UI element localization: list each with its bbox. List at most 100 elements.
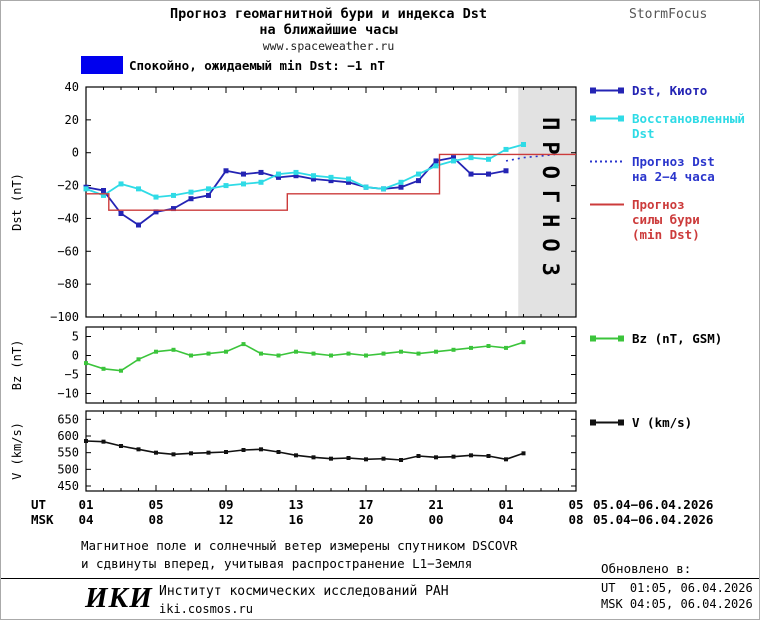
legend-entry: V (km/s): [589, 415, 759, 430]
plot-frame: [85, 326, 577, 404]
series-marker: [171, 206, 176, 212]
bz-legend: Bz (nT, GSM): [589, 331, 759, 346]
series-marker: [206, 192, 211, 198]
footnote-line2: и сдвинуты вперед, учитывая распростране…: [81, 556, 473, 571]
legend-label: V (km/s): [632, 415, 693, 430]
legend-entry: Восстановленный Dst: [589, 111, 759, 141]
series-marker: [469, 453, 473, 458]
y-tick-label: 500: [57, 462, 79, 476]
series-marker: [276, 353, 281, 358]
updated-ut-time: UT 01:05, 06.04.2026: [601, 581, 753, 595]
series-marker: [258, 169, 264, 175]
y-axis-label: Dst (nT): [10, 173, 24, 231]
legend-entry: Bz (nT, GSM): [589, 331, 759, 346]
series-marker: [346, 456, 351, 460]
y-tick-label: −40: [57, 211, 79, 225]
quiet-status-text: Спокойно, ожидаемый min Dst: −1 nT: [129, 58, 385, 73]
y-tick-label: −20: [57, 179, 79, 193]
forecast-band-label: ПРОГНОЗ: [537, 117, 562, 287]
x-tick-label: 04: [78, 512, 94, 527]
series-marker: [486, 344, 491, 348]
series-marker: [451, 454, 456, 459]
x-tick-label: 05: [148, 497, 164, 512]
series-marker: [364, 457, 368, 462]
y-tick-label: 450: [57, 479, 79, 493]
series-v-speed: [84, 439, 526, 462]
series-marker: [153, 209, 159, 215]
y-tick-label: 0: [72, 146, 79, 160]
page-title-line2: на ближайшие часы: [259, 22, 398, 38]
y-axis-label: Bz (nT): [10, 340, 24, 391]
x-tick-label: 16: [288, 512, 304, 527]
legend-marker-icon: [590, 419, 624, 426]
series-marker: [276, 450, 281, 454]
legend-entry: Прогноз силы бури (min Dst): [589, 197, 759, 242]
series-line-storm-forecast: [86, 153, 576, 211]
series-marker: [241, 171, 246, 177]
series-marker: [171, 347, 176, 352]
series-marker: [486, 171, 491, 177]
legend-marker-icon: [590, 115, 624, 122]
y-tick-label: 5: [72, 330, 79, 344]
updated-msk-time: MSK 04:05, 06.04.2026: [601, 597, 753, 611]
x-tick-label: 09: [218, 497, 234, 512]
series-marker: [381, 456, 386, 461]
quiet-level-swatch: [81, 56, 123, 74]
series-marker: [521, 451, 526, 456]
series-marker: [189, 353, 193, 358]
series-marker: [416, 351, 421, 356]
dst-legend: Dst, Киото Восстановленный Dst Прогноз Dst…: [589, 83, 759, 242]
series-marker: [486, 156, 491, 162]
x-tick-label: 20: [358, 512, 374, 527]
series-marker: [503, 168, 509, 174]
legend-dotted-icon: [590, 160, 624, 163]
x-tick-label: 12: [218, 512, 234, 527]
y-tick-label: −80: [57, 277, 79, 291]
series-marker: [416, 178, 421, 184]
page-title-line1: Прогноз геомагнитной бури и индекса Dst: [170, 6, 487, 22]
legend-marker-icon: [590, 87, 624, 94]
legend-entry: Прогноз Dst на 2−4 часа: [589, 154, 759, 184]
series-marker: [118, 181, 124, 187]
series-line-v-speed: [85, 440, 524, 461]
y-tick-label: −5: [65, 368, 79, 382]
series-marker: [311, 176, 316, 182]
institute-name: Институт космических исследований РАН: [159, 584, 449, 599]
y-tick-label: 0: [72, 349, 79, 363]
legend-label: Прогноз силы бури (min Dst): [632, 197, 700, 242]
series-marker: [381, 351, 386, 356]
series-marker: [433, 163, 439, 169]
x-axis-ut-row: UT 05.04−06.04.2026 01 05 09 13 17 21 01 05: [1, 497, 759, 512]
legend-label: Dst, Киото: [632, 83, 708, 98]
series-marker: [118, 211, 124, 216]
plot-frame: [85, 86, 577, 318]
series-marker: [329, 456, 333, 461]
v-chart: 650 600 550 500 450 V (km/s): [10, 410, 577, 493]
series-marker: [433, 158, 439, 164]
series-marker: [171, 452, 176, 457]
series-marker: [276, 171, 281, 177]
series-line-dst-kyoto: [85, 156, 507, 227]
stormfocus-brand: StormFocus: [629, 7, 708, 22]
series-marker: [434, 349, 438, 354]
legend-label: Прогноз Dst на 2−4 часа: [632, 154, 715, 184]
y-tick-label: 40: [65, 80, 79, 94]
x-tick-label: 01: [498, 497, 514, 512]
y-tick-label: 550: [57, 446, 79, 460]
dst-chart: ПРОГНОЗ 40 20 0 −20 −40 −60 −80 −100 Dst (nT): [10, 80, 577, 323]
series-marker: [399, 458, 403, 462]
series-marker: [346, 179, 351, 185]
x-tick-label: 21: [428, 497, 444, 512]
x-tick-label: 01: [78, 497, 94, 512]
legend-marker-icon: [590, 335, 624, 342]
series-storm-forecast: [86, 153, 576, 211]
series-marker: [346, 176, 351, 182]
v-legend: V (km/s): [589, 415, 759, 430]
y-tick-label: 650: [57, 412, 79, 426]
series-marker: [504, 345, 508, 350]
series-marker: [154, 349, 158, 354]
x-tick-label: 05: [568, 497, 584, 512]
series-marker: [206, 450, 211, 455]
series-marker: [294, 349, 298, 354]
series-bz-gsm: [84, 340, 526, 373]
